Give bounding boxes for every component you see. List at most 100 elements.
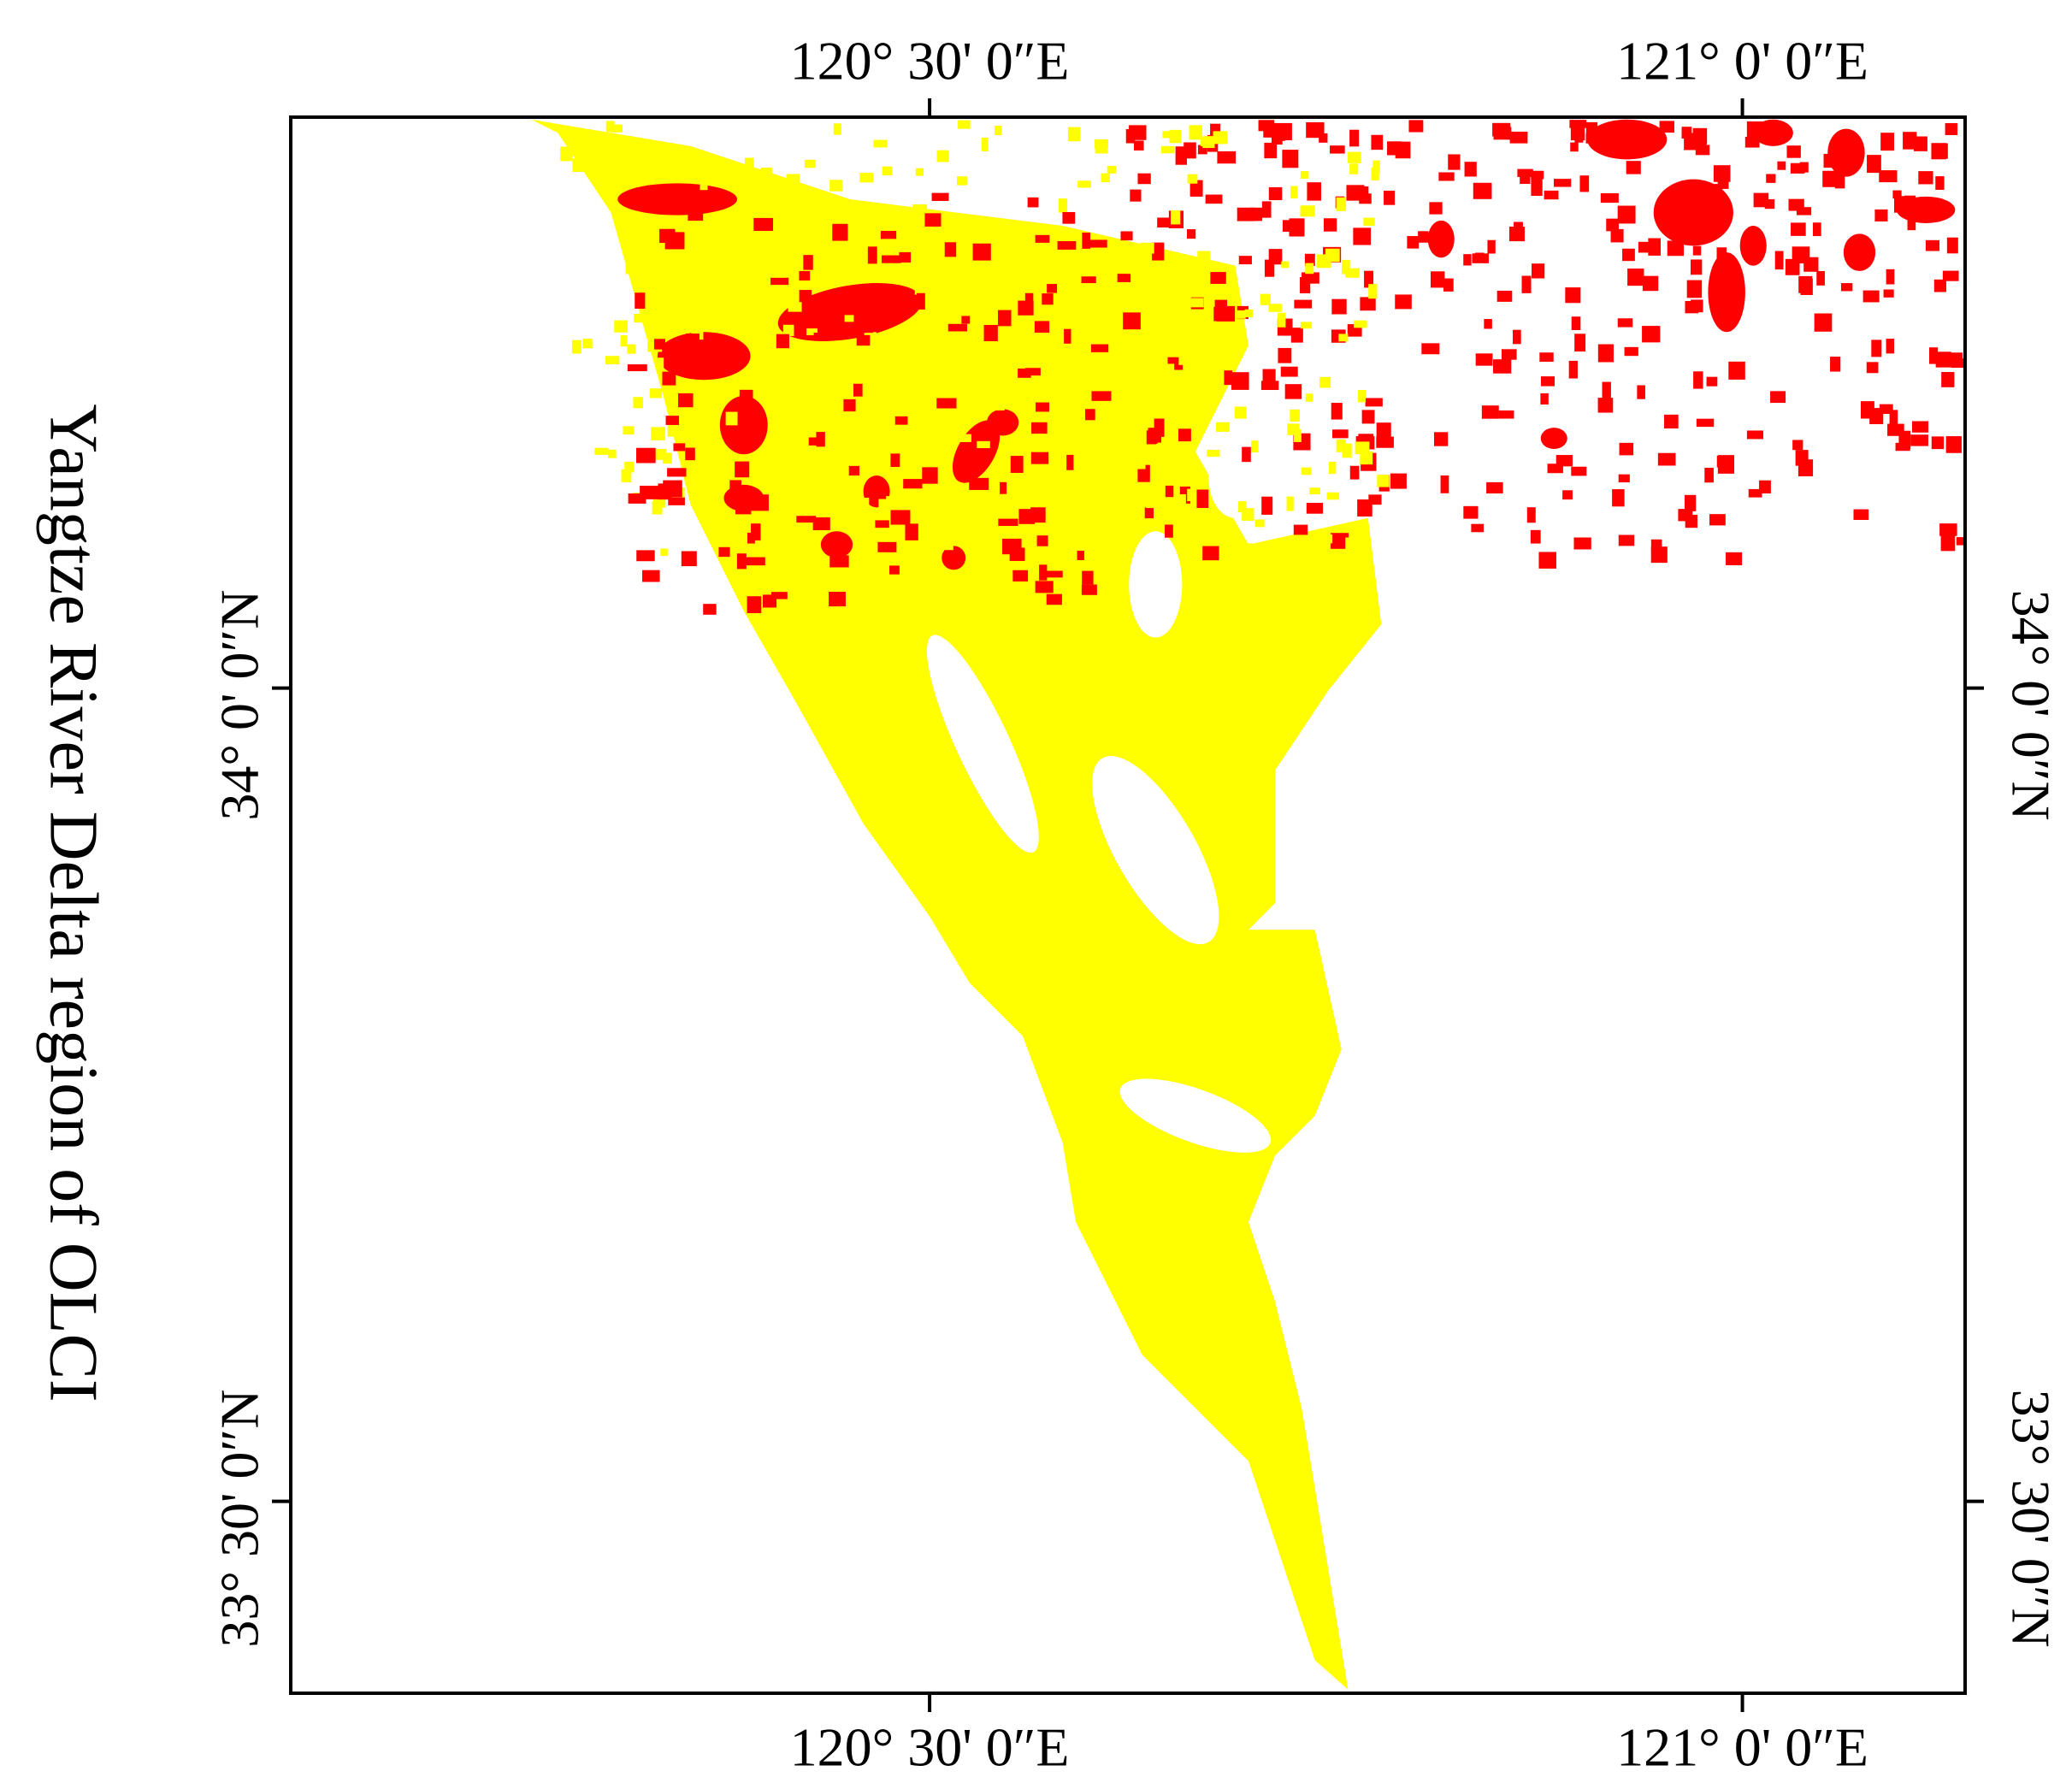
red-speck: [770, 592, 788, 599]
red-speck: [1942, 270, 1959, 281]
red-speck: [1830, 357, 1841, 372]
red-speck: [1408, 120, 1424, 133]
red-speck: [659, 228, 676, 244]
red-speck: [1918, 171, 1933, 185]
red-speck: [776, 334, 789, 349]
red-speck: [1684, 133, 1698, 151]
red-speck: [997, 310, 1012, 327]
red-speck: [856, 334, 871, 346]
plume-gaps: [688, 438, 1272, 1153]
red-speck: [1659, 121, 1674, 133]
red-speck: [1196, 489, 1209, 509]
red-speck: [924, 213, 942, 227]
yellow-speck: [1003, 333, 1017, 343]
yellow-speck: [782, 324, 794, 336]
red-speck: [1871, 339, 1882, 357]
red-speck: [1418, 231, 1429, 243]
red-speck: [1117, 274, 1131, 282]
red-speck: [1210, 272, 1226, 284]
red-speck: [1874, 209, 1888, 221]
red-speck: [1606, 218, 1619, 232]
red-speck: [1376, 436, 1394, 448]
red-speck: [1165, 524, 1173, 538]
red-speck: [1539, 352, 1554, 362]
red-speck: [1704, 468, 1714, 483]
red-speck: [1887, 423, 1904, 436]
yellow-speck: [1149, 477, 1164, 491]
red-speck: [1823, 153, 1834, 168]
red-speck: [1384, 191, 1396, 205]
red-speck: [1632, 129, 1651, 140]
yellow-speck: [979, 300, 991, 310]
red-speck: [1829, 140, 1848, 151]
red-speck: [1816, 270, 1825, 286]
red-speck: [1570, 142, 1579, 152]
red-speck: [1678, 509, 1693, 522]
red-speck: [627, 364, 647, 372]
red-speck: [1264, 259, 1275, 277]
red-speck: [1717, 455, 1735, 474]
red-speck: [1585, 133, 1598, 144]
red-speck: [1706, 376, 1718, 387]
yellow-speck: [608, 449, 617, 458]
yellow-speck: [1185, 555, 1198, 569]
red-speck: [635, 292, 646, 310]
yellow-speck: [1290, 186, 1298, 199]
yellow-speck: [791, 534, 801, 542]
red-speck: [770, 277, 789, 286]
red-speck: [1000, 481, 1007, 494]
red-speck: [936, 398, 957, 409]
yellow-speck: [700, 453, 710, 465]
red-speck: [1814, 313, 1833, 332]
red-speck: [1554, 179, 1572, 187]
red-speck: [1728, 361, 1745, 380]
red-speck: [1693, 371, 1703, 389]
yellow-speck: [627, 344, 636, 354]
red-speck: [1664, 414, 1679, 429]
red-speck: [1913, 136, 1927, 151]
yellow-speck: [652, 498, 666, 508]
yellow-speck: [816, 472, 825, 486]
red-speck: [1264, 142, 1278, 159]
red-speck: [1867, 155, 1881, 174]
yellow-speck: [950, 275, 964, 283]
yellow-speck: [1021, 413, 1031, 421]
red-speck: [1263, 121, 1272, 138]
yellow-speck: [1260, 293, 1271, 305]
yellow-speck: [1155, 269, 1164, 277]
red-speck: [1929, 347, 1939, 364]
red-speck: [1907, 213, 1916, 231]
yellow-speck: [1347, 151, 1361, 163]
yellow-speck: [711, 528, 723, 539]
red-speck: [1365, 398, 1383, 407]
yellow-speck: [667, 425, 681, 437]
red-speck: [1035, 234, 1050, 243]
yellow-speck: [1207, 450, 1220, 458]
red-speck: [799, 290, 812, 303]
yellow-speck: [1128, 263, 1140, 275]
red-speck: [1024, 292, 1034, 310]
red-speck: [1717, 174, 1729, 189]
red-speck: [894, 416, 908, 425]
red-speck: [1862, 290, 1880, 303]
red-speck: [969, 477, 989, 490]
red-speck: [1691, 259, 1703, 275]
red-speck: [1262, 369, 1276, 382]
red-speck: [1669, 186, 1679, 197]
red-speck: [1571, 466, 1587, 476]
red-speck: [1893, 196, 1912, 213]
yellow-speck: [956, 176, 967, 186]
yellow-speck: [991, 401, 1005, 410]
red-speck: [1273, 122, 1292, 141]
yellow-speck: [1216, 422, 1230, 432]
yellow-speck: [1342, 259, 1350, 275]
red-speck: [1197, 145, 1207, 155]
red-speck: [665, 416, 680, 425]
yellow-speck: [760, 273, 772, 280]
yellow-speck: [990, 219, 1000, 227]
yellow-speck: [913, 274, 921, 288]
yellow-speck: [1072, 540, 1082, 549]
red-speck: [745, 557, 765, 566]
yellow-speck: [649, 388, 663, 399]
red-speck: [1082, 232, 1090, 249]
